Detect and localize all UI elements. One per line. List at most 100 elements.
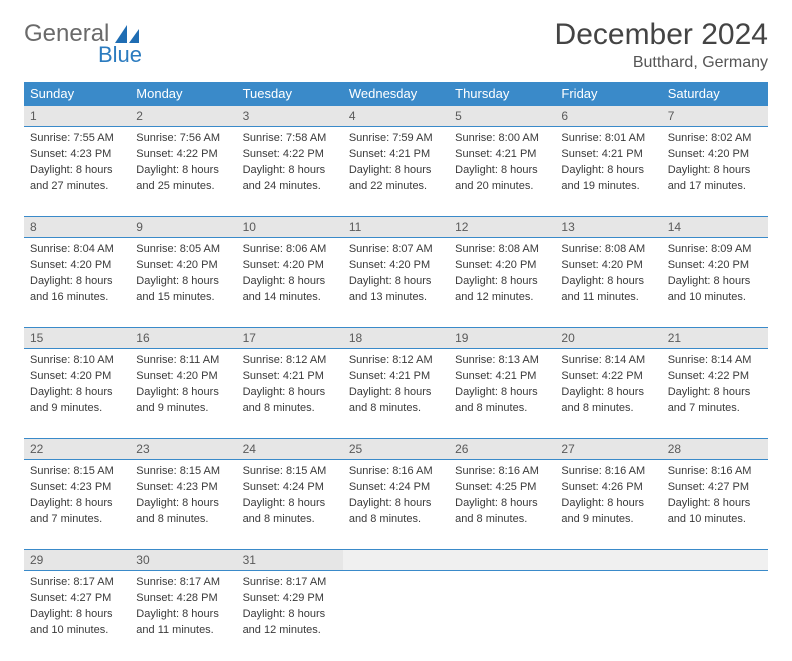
day-cell: Sunrise: 8:12 AMSunset: 4:21 PMDaylight:… <box>237 349 343 420</box>
daylight-text-1: Daylight: 8 hours <box>349 274 443 289</box>
daylight-text-2: and 10 minutes. <box>668 290 762 305</box>
day-content-cell: Sunrise: 8:17 AMSunset: 4:27 PMDaylight:… <box>24 571 130 661</box>
day-number-cell: 28 <box>662 439 768 460</box>
day-number-cell: 16 <box>130 328 236 349</box>
sunrise-text: Sunrise: 8:05 AM <box>136 242 230 257</box>
day-number-cell <box>555 550 661 571</box>
sunrise-text: Sunrise: 8:07 AM <box>349 242 443 257</box>
day-content-cell: Sunrise: 7:55 AMSunset: 4:23 PMDaylight:… <box>24 127 130 217</box>
weekday-header: Monday <box>130 82 236 106</box>
sunrise-text: Sunrise: 8:01 AM <box>561 131 655 146</box>
day-content-cell: Sunrise: 8:02 AMSunset: 4:20 PMDaylight:… <box>662 127 768 217</box>
daylight-text-2: and 8 minutes. <box>243 512 337 527</box>
daylight-text-1: Daylight: 8 hours <box>455 385 549 400</box>
day-cell: Sunrise: 8:04 AMSunset: 4:20 PMDaylight:… <box>24 238 130 309</box>
sunrise-text: Sunrise: 8:16 AM <box>349 464 443 479</box>
daylight-text-1: Daylight: 8 hours <box>30 607 124 622</box>
sunset-text: Sunset: 4:21 PM <box>243 369 337 384</box>
daylight-text-2: and 8 minutes. <box>561 401 655 416</box>
daylight-text-1: Daylight: 8 hours <box>30 496 124 511</box>
sunset-text: Sunset: 4:27 PM <box>30 591 124 606</box>
daylight-text-2: and 15 minutes. <box>136 290 230 305</box>
day-number-cell: 29 <box>24 550 130 571</box>
day-cell: Sunrise: 8:09 AMSunset: 4:20 PMDaylight:… <box>662 238 768 309</box>
weekday-header: Sunday <box>24 82 130 106</box>
sunset-text: Sunset: 4:21 PM <box>455 147 549 162</box>
day-content-cell: Sunrise: 8:01 AMSunset: 4:21 PMDaylight:… <box>555 127 661 217</box>
daylight-text-2: and 8 minutes. <box>136 512 230 527</box>
day-number-cell: 12 <box>449 217 555 238</box>
day-content-cell: Sunrise: 8:15 AMSunset: 4:24 PMDaylight:… <box>237 460 343 550</box>
month-title: December 2024 <box>555 18 768 52</box>
day-number-cell: 21 <box>662 328 768 349</box>
day-cell: Sunrise: 8:08 AMSunset: 4:20 PMDaylight:… <box>555 238 661 309</box>
daylight-text-2: and 11 minutes. <box>136 623 230 638</box>
day-cell: Sunrise: 8:16 AMSunset: 4:26 PMDaylight:… <box>555 460 661 531</box>
sunrise-text: Sunrise: 8:16 AM <box>561 464 655 479</box>
day-content-row: Sunrise: 8:15 AMSunset: 4:23 PMDaylight:… <box>24 460 768 550</box>
day-number-row: 15161718192021 <box>24 328 768 349</box>
weekday-header: Friday <box>555 82 661 106</box>
daylight-text-1: Daylight: 8 hours <box>349 496 443 511</box>
day-number-cell: 3 <box>237 106 343 127</box>
weekday-header: Saturday <box>662 82 768 106</box>
day-content-cell: Sunrise: 7:56 AMSunset: 4:22 PMDaylight:… <box>130 127 236 217</box>
sunset-text: Sunset: 4:23 PM <box>30 480 124 495</box>
day-content-cell: Sunrise: 8:09 AMSunset: 4:20 PMDaylight:… <box>662 238 768 328</box>
daylight-text-1: Daylight: 8 hours <box>668 163 762 178</box>
sunset-text: Sunset: 4:20 PM <box>30 369 124 384</box>
sunset-text: Sunset: 4:23 PM <box>30 147 124 162</box>
sunrise-text: Sunrise: 8:02 AM <box>668 131 762 146</box>
sunset-text: Sunset: 4:29 PM <box>243 591 337 606</box>
day-cell: Sunrise: 8:15 AMSunset: 4:23 PMDaylight:… <box>130 460 236 531</box>
sunrise-text: Sunrise: 8:17 AM <box>243 575 337 590</box>
day-content-cell: Sunrise: 8:16 AMSunset: 4:27 PMDaylight:… <box>662 460 768 550</box>
daylight-text-1: Daylight: 8 hours <box>136 385 230 400</box>
day-content-row: Sunrise: 8:17 AM Sunset: 4:27 PMDaylight:… <box>24 571 768 661</box>
day-content-cell: Sunrise: 8:14 AMSunset: 4:22 PMDaylight:… <box>555 349 661 439</box>
daylight-text-2: and 25 minutes. <box>136 179 230 194</box>
day-content-cell: Sunrise: 8:00 AMSunset: 4:21 PMDaylight:… <box>449 127 555 217</box>
daylight-text-2: and 7 minutes. <box>30 512 124 527</box>
day-cell: Sunrise: 7:56 AMSunset: 4:22 PMDaylight:… <box>130 127 236 198</box>
daylight-text-2: and 11 minutes. <box>561 290 655 305</box>
daylight-text-1: Daylight: 8 hours <box>668 496 762 511</box>
logo-text-blue: Blue <box>98 44 142 66</box>
day-cell: Sunrise: 8:13 AMSunset: 4:21 PMDaylight:… <box>449 349 555 420</box>
sunset-text: Sunset: 4:21 PM <box>455 369 549 384</box>
sunset-text: Sunset: 4:22 PM <box>136 147 230 162</box>
sunset-text: Sunset: 4:24 PM <box>243 480 337 495</box>
sunrise-text: Sunrise: 8:13 AM <box>455 353 549 368</box>
day-cell: Sunrise: 8:17 AMSunset: 4:28 PMDaylight:… <box>130 571 236 642</box>
day-cell: Sunrise: 8:08 AMSunset: 4:20 PMDaylight:… <box>449 238 555 309</box>
day-content-cell: Sunrise: 8:07 AMSunset: 4:20 PMDaylight:… <box>343 238 449 328</box>
daylight-text-2: and 9 minutes. <box>136 401 230 416</box>
day-content-cell: Sunrise: 8:16 AMSunset: 4:24 PMDaylight:… <box>343 460 449 550</box>
day-number-cell <box>662 550 768 571</box>
day-number-cell: 24 <box>237 439 343 460</box>
sunrise-text: Sunrise: 8:08 AM <box>455 242 549 257</box>
sunset-text: Sunset: 4:20 PM <box>455 258 549 273</box>
sunset-text: Sunset: 4:21 PM <box>349 369 443 384</box>
day-content-cell: Sunrise: 8:15 AMSunset: 4:23 PMDaylight:… <box>24 460 130 550</box>
daylight-text-1: Daylight: 8 hours <box>561 496 655 511</box>
day-number-cell <box>449 550 555 571</box>
sunset-text: Sunset: 4:27 PM <box>668 480 762 495</box>
day-number-cell: 8 <box>24 217 130 238</box>
daylight-text-1: Daylight: 8 hours <box>136 496 230 511</box>
day-cell: Sunrise: 8:06 AMSunset: 4:20 PMDaylight:… <box>237 238 343 309</box>
day-content-cell: Sunrise: 8:15 AMSunset: 4:23 PMDaylight:… <box>130 460 236 550</box>
day-content-cell: Sunrise: 8:12 AMSunset: 4:21 PMDaylight:… <box>343 349 449 439</box>
daylight-text-2: and 13 minutes. <box>349 290 443 305</box>
day-number-cell: 11 <box>343 217 449 238</box>
sunrise-text: Sunrise: 8:15 AM <box>136 464 230 479</box>
day-content-cell: Sunrise: 8:17 AMSunset: 4:28 PMDaylight:… <box>130 571 236 661</box>
day-content-cell: Sunrise: 8:04 AMSunset: 4:20 PMDaylight:… <box>24 238 130 328</box>
sunrise-text: Sunrise: 8:16 AM <box>455 464 549 479</box>
day-cell: Sunrise: 7:59 AMSunset: 4:21 PMDaylight:… <box>343 127 449 198</box>
day-cell: Sunrise: 8:16 AMSunset: 4:24 PMDaylight:… <box>343 460 449 531</box>
daylight-text-1: Daylight: 8 hours <box>561 163 655 178</box>
title-area: December 2024 Butthard, Germany <box>555 18 768 72</box>
day-number-cell: 2 <box>130 106 236 127</box>
sunset-text: Sunset: 4:20 PM <box>136 258 230 273</box>
